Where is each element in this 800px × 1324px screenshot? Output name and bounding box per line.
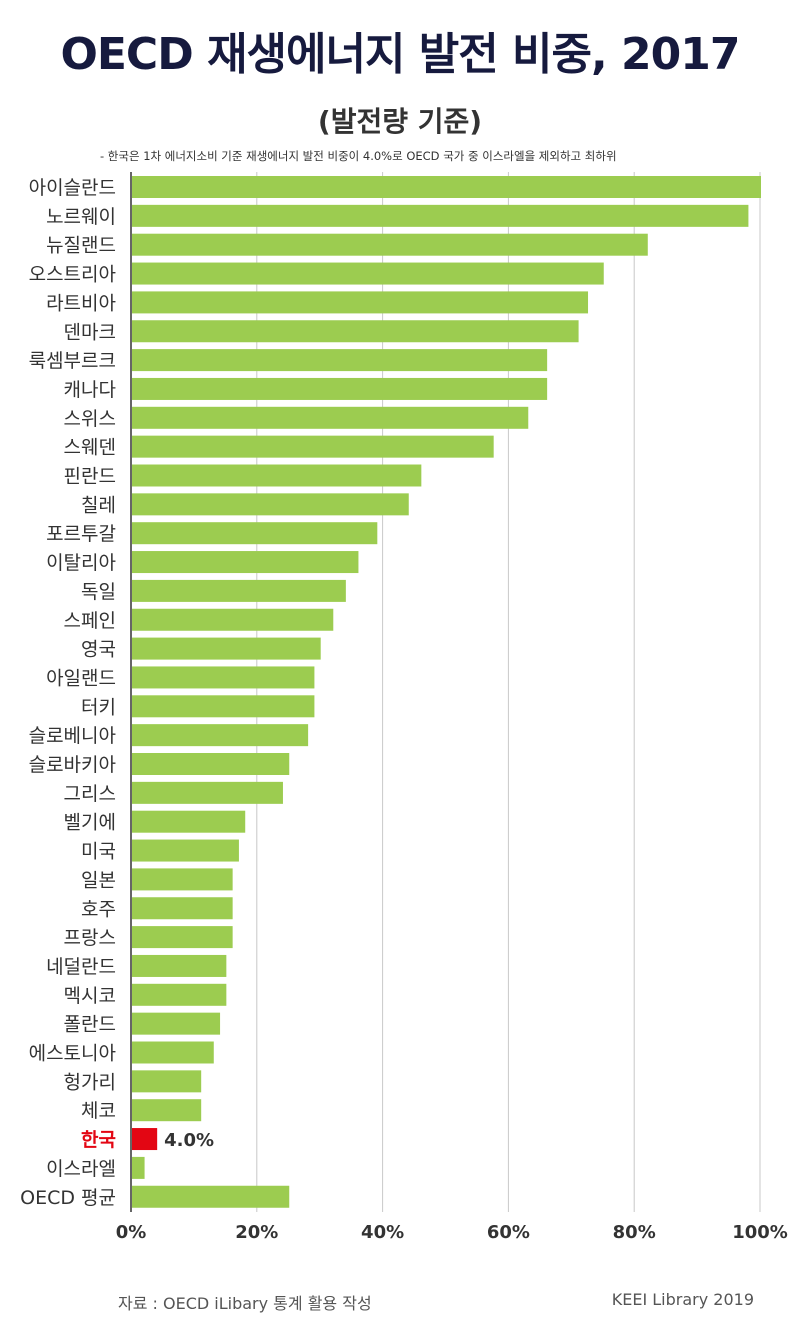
category-label: 미국: [81, 841, 116, 863]
category-label: 이탈리아: [46, 552, 116, 574]
bar: [132, 349, 548, 372]
x-tick-labels: 0% 20% 40% 60% 80% 100%: [116, 1222, 788, 1243]
category-label: 이스라엘: [46, 1158, 116, 1180]
bar: [132, 695, 315, 718]
bar: [132, 753, 290, 775]
category-label: 라트비아: [46, 292, 116, 314]
category-label: OECD 평균: [20, 1187, 116, 1209]
category-label: 헝가리: [64, 1071, 116, 1093]
source-note: 자료 : OECD iLibary 통계 활용 작성: [118, 1294, 372, 1313]
bar: [132, 579, 346, 602]
category-label: 프랑스: [64, 927, 116, 949]
bar: [132, 204, 749, 227]
bar: [132, 1128, 158, 1151]
bar: [132, 1185, 290, 1208]
bar: [132, 810, 246, 833]
category-label: 노르웨이: [46, 206, 116, 228]
category-label: 에스토니아: [29, 1043, 116, 1065]
bar: [132, 1099, 202, 1122]
bar: [132, 839, 239, 862]
category-label: 포르투갈: [46, 523, 116, 545]
bar: [132, 493, 409, 516]
bar: [132, 608, 334, 631]
bar: [132, 781, 283, 804]
category-label: 슬로베니아: [29, 725, 116, 747]
category-label: 독일: [81, 581, 116, 603]
category-label: 벨기에: [64, 812, 116, 834]
category-label: 오스트리아: [29, 264, 116, 286]
category-label: 그리스: [64, 783, 116, 805]
bar: [132, 377, 548, 400]
credit-note: KEEI Library 2019: [611, 1290, 754, 1309]
x-tick-label: 100%: [732, 1222, 788, 1243]
bar: [132, 666, 315, 689]
category-label: 한국: [81, 1129, 116, 1151]
chart-subtitle: (발전량 기준): [317, 105, 483, 138]
bar: [132, 291, 589, 314]
bar: [132, 464, 422, 487]
x-tick-label: 60%: [487, 1222, 530, 1243]
bar: [132, 724, 309, 747]
bar: [132, 435, 494, 458]
category-label: 덴마크: [64, 321, 116, 343]
bar: [132, 1156, 145, 1179]
category-label: 체코: [81, 1100, 116, 1122]
category-label: 칠레: [81, 494, 116, 516]
category-label: 슬로바키아: [29, 754, 116, 776]
category-label: 스위스: [64, 408, 116, 430]
category-label: 스웨덴: [64, 437, 116, 459]
bar: [132, 954, 227, 977]
category-label: 영국: [81, 639, 116, 661]
bar: [132, 637, 321, 660]
bar: [132, 406, 529, 429]
x-tick-label: 80%: [613, 1222, 656, 1243]
chart-note: - 한국은 1차 에너지소비 기준 재생에너지 발전 비중이 4.0%로 OEC…: [100, 149, 617, 163]
bar: [132, 176, 761, 198]
bar: [132, 1012, 221, 1035]
bar: [132, 897, 233, 920]
category-label: 일본: [81, 869, 116, 891]
x-tick-label: 20%: [235, 1222, 278, 1243]
category-label: 네덜란드: [46, 956, 116, 978]
bar: [132, 522, 378, 545]
category-label: 호주: [81, 898, 116, 920]
bar: [132, 926, 233, 949]
category-label: 뉴질랜드: [46, 235, 116, 257]
category-label: 핀란드: [64, 466, 116, 488]
bar: [132, 868, 233, 891]
bar: [132, 233, 648, 256]
bar: [132, 1070, 202, 1093]
category-label: 캐나다: [64, 379, 116, 401]
category-labels: 아이슬란드노르웨이뉴질랜드오스트리아라트비아덴마크룩셈부르크캐나다스위스스웨덴핀…: [20, 177, 214, 1209]
bar: [132, 1041, 214, 1064]
category-label: 폴란드: [64, 1014, 116, 1036]
category-label: 터키: [81, 696, 116, 718]
grid-lines: [130, 172, 761, 1212]
bar: [132, 262, 604, 285]
category-label: 스페인: [64, 610, 116, 632]
category-label: 아이슬란드: [29, 177, 116, 199]
chart-title: OECD 재생에너지 발전 비중, 2017: [60, 29, 740, 80]
data-label: 4.0%: [164, 1130, 214, 1151]
x-tick-label: 0%: [116, 1222, 147, 1243]
bar: [132, 983, 227, 1006]
bar: [132, 551, 359, 574]
category-label: 멕시코: [64, 985, 116, 1007]
bars: [132, 176, 761, 1208]
category-label: 룩셈부르크: [29, 350, 116, 372]
category-label: 아일랜드: [46, 667, 116, 689]
bar: [132, 320, 579, 343]
x-tick-label: 40%: [361, 1222, 404, 1243]
